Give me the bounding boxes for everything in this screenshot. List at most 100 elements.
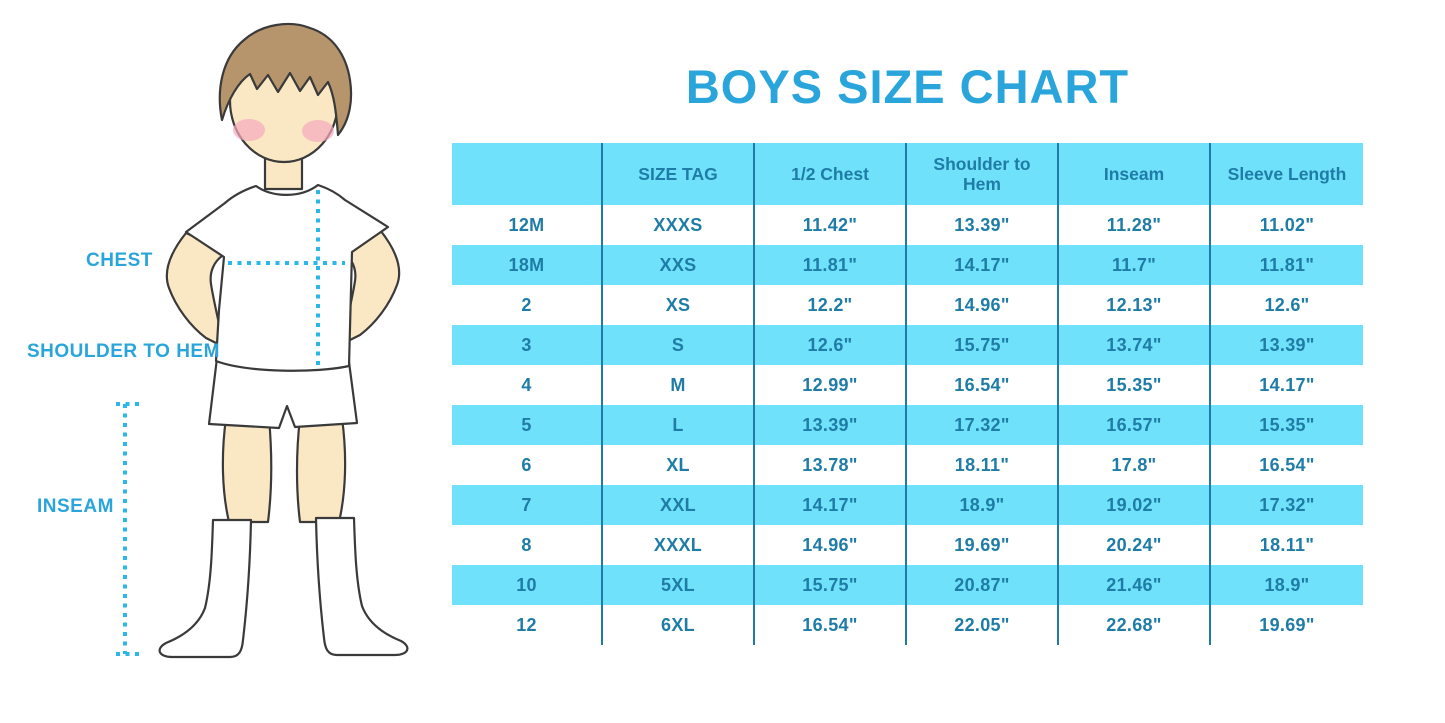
measurement-cell: S — [601, 325, 754, 365]
measurement-cell: 14.17" — [1209, 365, 1363, 405]
size-table-body: 12M XXXS 11.42" 13.39" 11.28" 11.02" 18M XXS 11.… — [452, 205, 1363, 645]
header-cell-inseam: Inseam — [1057, 143, 1210, 205]
boy-hair — [218, 22, 353, 137]
row-size-label: 18M — [508, 254, 545, 275]
boy-illustration — [116, 22, 409, 659]
measurement-cell: 16.54" — [1209, 445, 1363, 485]
row-size-label: 10 — [516, 574, 537, 595]
table-row: 12 6XL 16.54" 22.05" 22.68" 19.69" — [452, 605, 1363, 645]
measurement-cell: XS — [601, 285, 754, 325]
measurement-cell: 16.57" — [1057, 405, 1210, 445]
measurement-cell: M — [601, 365, 754, 405]
row-size-label: 7 — [521, 494, 532, 515]
measurement-cell: 12.6" — [753, 325, 906, 365]
boy-sock-right — [314, 516, 409, 657]
row-size-label: 6 — [521, 454, 532, 475]
measurement-cell: 20.24" — [1057, 525, 1210, 565]
measurement-cell: XXXS — [601, 205, 754, 245]
boy-sock-left — [158, 518, 253, 659]
measurement-cell: 15.75" — [905, 325, 1058, 365]
measurement-cell: 11.7" — [1057, 245, 1210, 285]
table-row: 2 XS 12.2" 14.96" 12.13" 12.6" — [452, 285, 1363, 325]
measurement-cell: XXL — [601, 485, 754, 525]
table-row: 10 5XL 15.75" 20.87" 21.46" 18.9" — [452, 565, 1363, 605]
table-row: 6 XL 13.78" 18.11" 17.8" 16.54" — [452, 445, 1363, 485]
boy-thigh-left — [221, 416, 273, 524]
measurement-cell: 19.69" — [1209, 605, 1363, 645]
cheek-right — [302, 120, 334, 142]
measurement-cell: 6XL — [601, 605, 754, 645]
measurement-cell: 11.81" — [1209, 245, 1363, 285]
measurement-cell: 15.35" — [1209, 405, 1363, 445]
measurement-cell: 13.78" — [753, 445, 906, 485]
measurement-cell: 19.02" — [1057, 485, 1210, 525]
measurement-cell: 16.54" — [753, 605, 906, 645]
measurement-cell: 5XL — [601, 565, 754, 605]
row-size-label: 3 — [521, 334, 532, 355]
table-row: 7 XXL 14.17" 18.9" 19.02" 17.32" — [452, 485, 1363, 525]
measurement-cell: 14.96" — [753, 525, 906, 565]
measurement-cell: 13.39" — [1209, 325, 1363, 365]
table-row: 3 S 12.6" 15.75" 13.74" 13.39" — [452, 325, 1363, 365]
measurement-cell: 12.6" — [1209, 285, 1363, 325]
row-size-label: 12 — [516, 614, 537, 635]
measurement-cell: 18.11" — [905, 445, 1058, 485]
measurement-cell: 18.9" — [1209, 565, 1363, 605]
measurement-cell: 13.39" — [905, 205, 1058, 245]
shoulder-to-hem-label: SHOULDER TO HEM — [27, 341, 220, 362]
measurement-cell: L — [601, 405, 754, 445]
measurement-cell: 13.39" — [753, 405, 906, 445]
size-table: SIZE TAG 1/2 Chest Shoulder to Hem Insea… — [452, 143, 1363, 645]
boy-shirt — [184, 183, 390, 372]
boy-thigh-right — [295, 416, 347, 524]
page-title: BOYS SIZE CHART — [685, 60, 1130, 114]
measurement-cell: XXXL — [601, 525, 754, 565]
row-size-label: 2 — [521, 294, 532, 315]
measurement-cell: 19.69" — [905, 525, 1058, 565]
row-size-label: 5 — [521, 414, 532, 435]
table-row: 12M XXXS 11.42" 13.39" 11.28" 11.02" — [452, 205, 1363, 245]
measurement-cell: 17.32" — [905, 405, 1058, 445]
header-cell-size-tag: SIZE TAG — [601, 143, 754, 205]
table-row: 5 L 13.39" 17.32" 16.57" 15.35" — [452, 405, 1363, 445]
measurement-cell: XL — [601, 445, 754, 485]
measurement-cell: 17.32" — [1209, 485, 1363, 525]
measurement-cell: 12.13" — [1057, 285, 1210, 325]
measurement-cell: 17.8" — [1057, 445, 1210, 485]
header-row: SIZE TAG 1/2 Chest Shoulder to Hem Insea… — [452, 143, 1363, 205]
measurement-cell: XXS — [601, 245, 754, 285]
header-cell-half-chest: 1/2 Chest — [753, 143, 906, 205]
measurement-cell: 14.17" — [905, 245, 1058, 285]
measurement-cell: 12.2" — [753, 285, 906, 325]
header-cell-sleeve-length: Sleeve Length — [1209, 143, 1363, 205]
cheek-left — [233, 119, 265, 141]
table-row: 18M XXS 11.81" 14.17" 11.7" 11.81" — [452, 245, 1363, 285]
size-table-header: SIZE TAG 1/2 Chest Shoulder to Hem Insea… — [452, 143, 1363, 205]
measurement-cell: 20.87" — [905, 565, 1058, 605]
measurement-cell: 11.81" — [753, 245, 906, 285]
measurement-cell: 18.11" — [1209, 525, 1363, 565]
measurement-cell: 12.99" — [753, 365, 906, 405]
inseam-label: INSEAM — [37, 496, 114, 517]
measurement-cell: 14.17" — [753, 485, 906, 525]
measurement-cell: 15.35" — [1057, 365, 1210, 405]
measurement-cell: 22.05" — [905, 605, 1058, 645]
measurement-cell: 11.28" — [1057, 205, 1210, 245]
measurement-cell: 22.68" — [1057, 605, 1210, 645]
measurement-cell: 11.02" — [1209, 205, 1363, 245]
row-size-label: 8 — [521, 534, 532, 555]
measurement-cell: 14.96" — [905, 285, 1058, 325]
header-cell-blank — [452, 143, 602, 205]
measurement-cell: 18.9" — [905, 485, 1058, 525]
measurement-cell: 13.74" — [1057, 325, 1210, 365]
table-row: 8 XXXL 14.96" 19.69" 20.24" 18.11" — [452, 525, 1363, 565]
row-size-label: 4 — [521, 374, 532, 395]
boy-shorts — [207, 356, 359, 430]
measurement-cell: 11.42" — [753, 205, 906, 245]
table-row: 4 M 12.99" 16.54" 15.35" 14.17" — [452, 365, 1363, 405]
measurement-cell: 16.54" — [905, 365, 1058, 405]
measurement-cell: 15.75" — [753, 565, 906, 605]
header-cell-shoulder-to-hem: Shoulder to Hem — [905, 143, 1058, 205]
row-size-label: 12M — [508, 214, 545, 235]
